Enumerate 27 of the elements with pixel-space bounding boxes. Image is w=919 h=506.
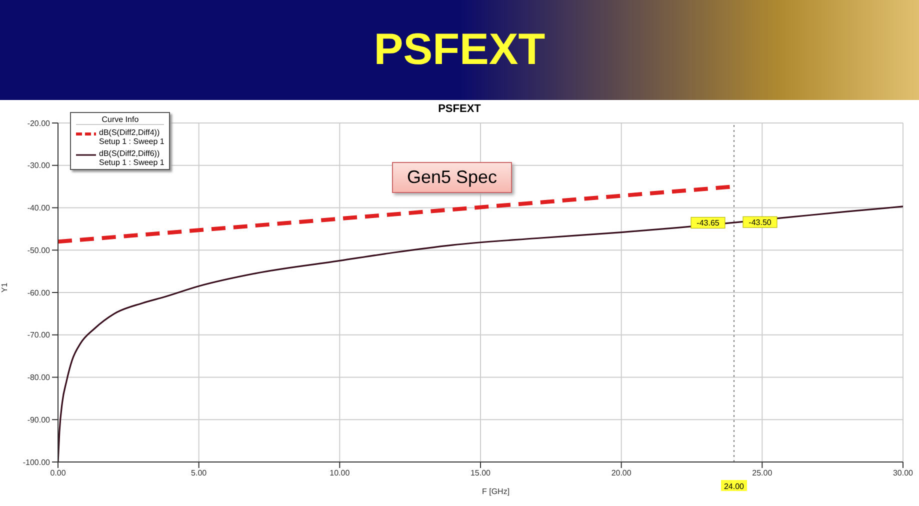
chart-title: PSFEXT bbox=[374, 25, 546, 75]
y-tick-label: -100.00 bbox=[22, 458, 51, 467]
x-tick-label: 15.00 bbox=[470, 468, 492, 478]
annotation: -43.50 bbox=[748, 218, 772, 228]
x-tick-label: 30.00 bbox=[892, 468, 914, 478]
annotation: Gen5 Spec bbox=[392, 162, 512, 193]
x-tick-label: 5.00 bbox=[191, 468, 208, 478]
y-tick-label: -30.00 bbox=[27, 161, 51, 170]
y-tick-label: -60.00 bbox=[27, 288, 51, 298]
y-tick-label: -90.00 bbox=[27, 415, 51, 424]
y-tick-label: -50.00 bbox=[27, 246, 51, 255]
y-axis-title: Y1 bbox=[0, 282, 9, 292]
y-tick-label: -80.00 bbox=[27, 373, 51, 382]
legend-label: dB(S(Diff2,Diff6)) Setup 1 : Sweep 1 bbox=[99, 149, 164, 167]
legend-label: dB(S(Diff2,Diff4)) Setup 1 : Sweep 1 bbox=[99, 128, 164, 146]
x-tick-label: 10.00 bbox=[330, 468, 350, 478]
x-tick-label: 20.00 bbox=[611, 468, 632, 478]
y-tick-label: -70.00 bbox=[27, 330, 51, 340]
x-tick-label: 0.00 bbox=[50, 468, 66, 478]
ref-line-label: 24.00 bbox=[724, 482, 745, 491]
legend-title: Curve Info bbox=[76, 115, 164, 125]
annotation: -43.65 bbox=[696, 218, 720, 228]
y-tick-label: -40.00 bbox=[27, 204, 51, 213]
chart-subtitle: PSFEXT bbox=[437, 103, 482, 115]
y-tick-label: -20.00 bbox=[27, 118, 51, 128]
x-tick-label: 25.00 bbox=[752, 468, 773, 478]
x-axis-title: F [GHz] bbox=[482, 487, 510, 496]
